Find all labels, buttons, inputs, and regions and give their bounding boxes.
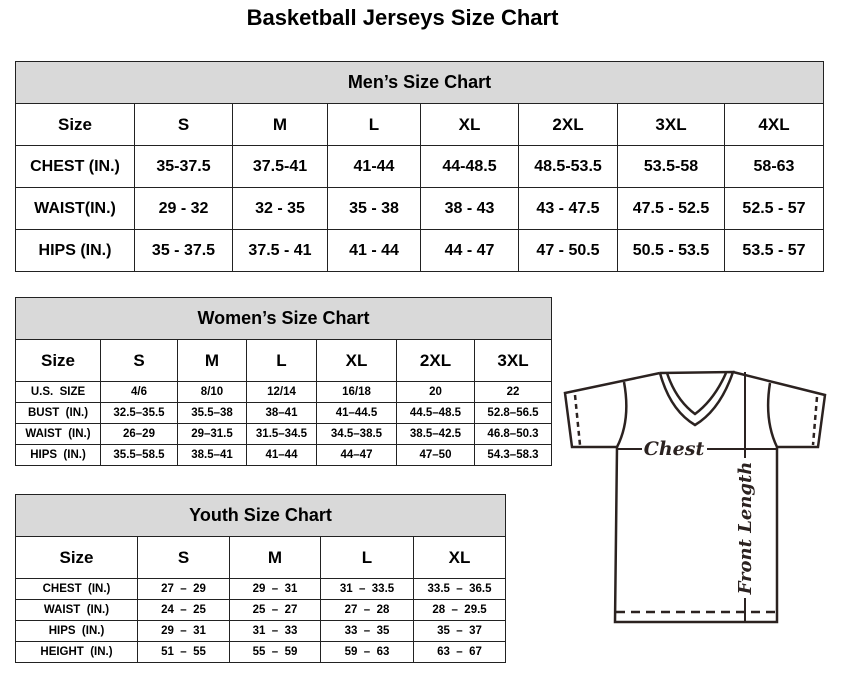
table-row: HIPS (IN.) 35 - 37.5 37.5 - 41 41 - 44 44 - …	[15, 229, 824, 272]
table-cell: 34.5–38.5	[316, 423, 397, 445]
front-length-label: Front Length	[735, 462, 756, 596]
table-row: CHEST (IN.) 27 – 29 29 – 31 31 – 33.5 33.5 –…	[15, 578, 507, 600]
column-header: 2XL	[518, 103, 618, 146]
table-cell: 41 - 44	[327, 229, 421, 272]
table-cell: 44.5–48.5	[396, 402, 475, 424]
womens-chart-title: Women’s Size Chart	[14, 297, 553, 340]
table-cell: 54.3–58.3	[473, 444, 553, 466]
row-label: HIPS (IN.)	[15, 444, 101, 466]
table-cell: 27 – 28	[320, 599, 414, 621]
row-label: HEIGHT (IN.)	[15, 641, 138, 663]
table-cell: 50.5 - 53.5	[617, 229, 725, 272]
table-cell: 43 - 47.5	[518, 187, 618, 230]
table-cell: 16/18	[316, 381, 397, 403]
table-cell: 41–44.5	[316, 402, 397, 424]
table-cell: 41-44	[327, 145, 421, 188]
table-cell: 48.5-53.5	[518, 145, 618, 188]
table-cell: 29 - 32	[134, 187, 233, 230]
row-label: HIPS (IN.)	[15, 620, 138, 642]
table-cell: 46.8–50.3	[473, 423, 553, 445]
column-header: S	[137, 536, 230, 579]
youth-chart-title: Youth Size Chart	[14, 494, 507, 537]
column-header: XL	[316, 339, 397, 382]
table-cell: 4/6	[100, 381, 178, 403]
table-row: HIPS (IN.) 29 – 31 31 – 33 33 – 35 35 – 37	[15, 620, 507, 642]
column-header: S	[134, 103, 233, 146]
mens-chart-title: Men’s Size Chart	[15, 61, 824, 104]
table-cell: 33 – 35	[320, 620, 414, 642]
table-row: WAIST (IN.) 26–29 29–31.5 31.5–34.5 34.5–38.…	[15, 423, 553, 445]
chest-label: Chest	[644, 438, 705, 460]
table-cell: 32 - 35	[232, 187, 328, 230]
table-cell: 29 – 31	[229, 578, 321, 600]
table-cell: 53.5-58	[617, 145, 725, 188]
table-cell: 25 – 27	[229, 599, 321, 621]
table-cell: 53.5 - 57	[724, 229, 824, 272]
row-label: CHEST (IN.)	[15, 145, 135, 188]
table-cell: 38.5–41	[177, 444, 247, 466]
table-cell: 47 - 50.5	[518, 229, 618, 272]
table-cell: 63 – 67	[412, 641, 507, 663]
table-cell: 35 - 38	[327, 187, 421, 230]
row-label: HIPS (IN.)	[15, 229, 135, 272]
table-cell: 8/10	[177, 381, 247, 403]
row-label: WAIST(IN.)	[15, 187, 135, 230]
column-header: XL	[420, 103, 519, 146]
column-header: L	[327, 103, 421, 146]
column-header: Size	[15, 536, 138, 579]
table-cell: 31.5–34.5	[246, 423, 317, 445]
column-header: S	[100, 339, 178, 382]
table-cell: 51 – 55	[137, 641, 230, 663]
table-cell: 58-63	[724, 145, 824, 188]
column-header: M	[232, 103, 328, 146]
row-label: WAIST (IN.)	[15, 599, 138, 621]
table-cell: 35 - 37.5	[134, 229, 233, 272]
table-row: U.S. SIZE 4/6 8/10 12/14 16/18 20 22	[15, 381, 553, 403]
table-cell: 37.5 - 41	[232, 229, 328, 272]
table-cell: 44 - 47	[420, 229, 519, 272]
row-label: WAIST (IN.)	[15, 423, 101, 445]
jersey-outline	[563, 370, 827, 624]
table-cell: 37.5-41	[232, 145, 328, 188]
table-cell: 47.5 - 52.5	[617, 187, 725, 230]
column-header: 3XL	[473, 339, 553, 382]
column-header: XL	[412, 536, 507, 579]
column-header: L	[246, 339, 317, 382]
womens-size-table: Women’s Size Chart Size S M L XL 2XL 3XL U.S. SI…	[14, 297, 553, 466]
row-label: BUST (IN.)	[15, 402, 101, 424]
table-cell: 38.5–42.5	[396, 423, 475, 445]
table-cell: 41–44	[246, 444, 317, 466]
header-row: Size S M L XL	[15, 536, 507, 579]
table-row: HIPS (IN.) 35.5–58.5 38.5–41 41–44 44–47 47–5…	[15, 444, 553, 466]
column-header: 3XL	[617, 103, 725, 146]
table-row: WAIST (IN.) 24 – 25 25 – 27 27 – 28 28 – 29.…	[15, 599, 507, 621]
page-title: Basketball Jerseys Size Chart	[246, 5, 559, 30]
mens-size-table: Men’s Size Chart Size S M L XL 2XL 3XL 4XL CHEST …	[15, 61, 824, 272]
header-row: Size S M L XL 2XL 3XL 4XL	[15, 103, 824, 146]
table-cell: 35-37.5	[134, 145, 233, 188]
youth-size-table: Youth Size Chart Size S M L XL CHEST (IN.) 27 –…	[14, 494, 507, 663]
table-cell: 47–50	[396, 444, 475, 466]
table-row: HEIGHT (IN.) 51 – 55 55 – 59 59 – 63 63 – 67	[15, 641, 507, 663]
table-row: CHEST (IN.) 35-37.5 37.5-41 41-44 44-48.5 48.…	[15, 145, 824, 188]
table-cell: 52.5 - 57	[724, 187, 824, 230]
